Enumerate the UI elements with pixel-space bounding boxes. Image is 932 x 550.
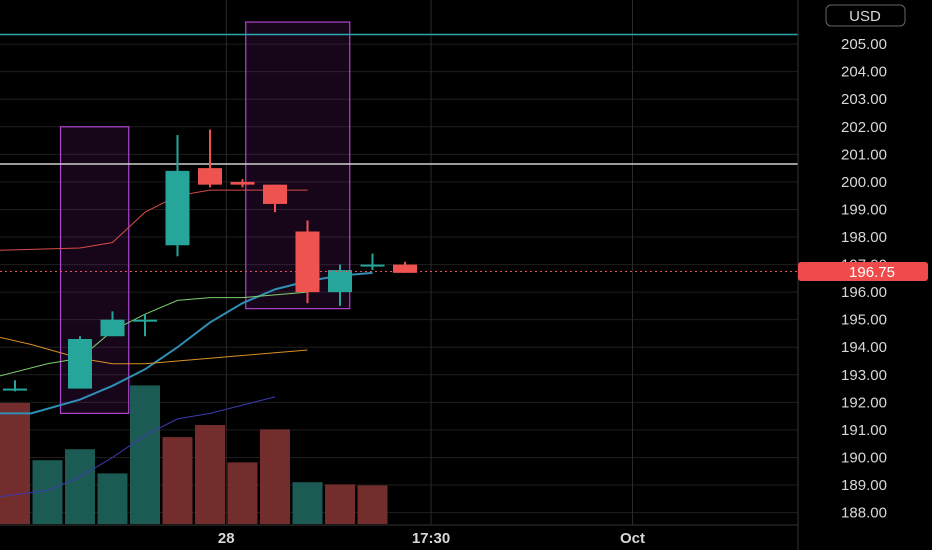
volume-bar xyxy=(130,385,160,524)
price-tick-label: 192.00 xyxy=(841,394,887,411)
time-tick-label: 17:30 xyxy=(412,530,450,547)
moving-average-line xyxy=(0,396,276,498)
candle-body[interactable] xyxy=(3,388,27,391)
price-tick-label: 202.00 xyxy=(841,119,887,136)
time-tick-label: Oct xyxy=(620,530,645,547)
price-tick-label: 200.00 xyxy=(841,174,887,191)
moving-average-line xyxy=(0,291,308,377)
price-tick-label: 188.00 xyxy=(841,505,887,522)
candle-body[interactable] xyxy=(295,231,320,293)
volume-bar xyxy=(325,484,355,524)
horizontal-levels[interactable] xyxy=(0,33,798,165)
currency-label: USD xyxy=(849,8,881,25)
price-tick-label: 189.00 xyxy=(841,477,887,494)
candle-body[interactable] xyxy=(165,170,190,246)
price-tick-label: 203.00 xyxy=(841,91,887,108)
moving-average-line xyxy=(0,336,308,365)
volume-bars xyxy=(0,385,388,524)
price-tick-label: 205.00 xyxy=(841,36,887,53)
grid xyxy=(0,0,798,525)
time-tick-label: 28 xyxy=(218,530,235,547)
price-tick-label: 195.00 xyxy=(841,312,887,329)
candle-body[interactable] xyxy=(328,270,352,293)
price-tick-label: 204.00 xyxy=(841,64,887,81)
volume-bar xyxy=(97,473,128,524)
time-axis: 28 17:30 Oct xyxy=(218,530,645,547)
candle-body[interactable] xyxy=(68,338,92,389)
last-price-badge: 196.75 xyxy=(798,261,928,281)
last-price-label: 196.75 xyxy=(849,264,895,281)
volume-bar xyxy=(0,403,30,524)
volume-bar xyxy=(260,429,290,524)
volume-bar xyxy=(357,485,388,524)
candle-body[interactable] xyxy=(263,184,287,204)
candle-body[interactable] xyxy=(198,168,222,185)
price-tick-label: 190.00 xyxy=(841,449,887,466)
volume-bar xyxy=(195,425,225,524)
price-tick-label: 196.00 xyxy=(841,284,887,301)
price-tick-label: 191.00 xyxy=(841,422,887,439)
volume-bar xyxy=(65,449,95,524)
price-tick-label: 194.00 xyxy=(841,339,887,356)
price-tick-label: 198.00 xyxy=(841,229,887,246)
volume-bar xyxy=(162,437,193,524)
candle-body[interactable] xyxy=(100,319,125,337)
candles[interactable] xyxy=(3,129,417,392)
volume-bar xyxy=(227,462,258,524)
price-tick-label: 193.00 xyxy=(841,367,887,384)
candle-body[interactable] xyxy=(393,264,417,273)
candle-body[interactable] xyxy=(230,181,255,185)
volume-bar xyxy=(292,482,323,524)
currency-badge[interactable]: USD xyxy=(825,4,906,27)
price-tick-label: 199.00 xyxy=(841,201,887,218)
candle-body[interactable] xyxy=(360,264,385,267)
price-tick-label: 201.00 xyxy=(841,146,887,163)
price-axis: 205.00 204.00 203.00 202.00 201.00 200.00 199.… xyxy=(841,36,887,522)
candle-body[interactable] xyxy=(133,319,157,322)
